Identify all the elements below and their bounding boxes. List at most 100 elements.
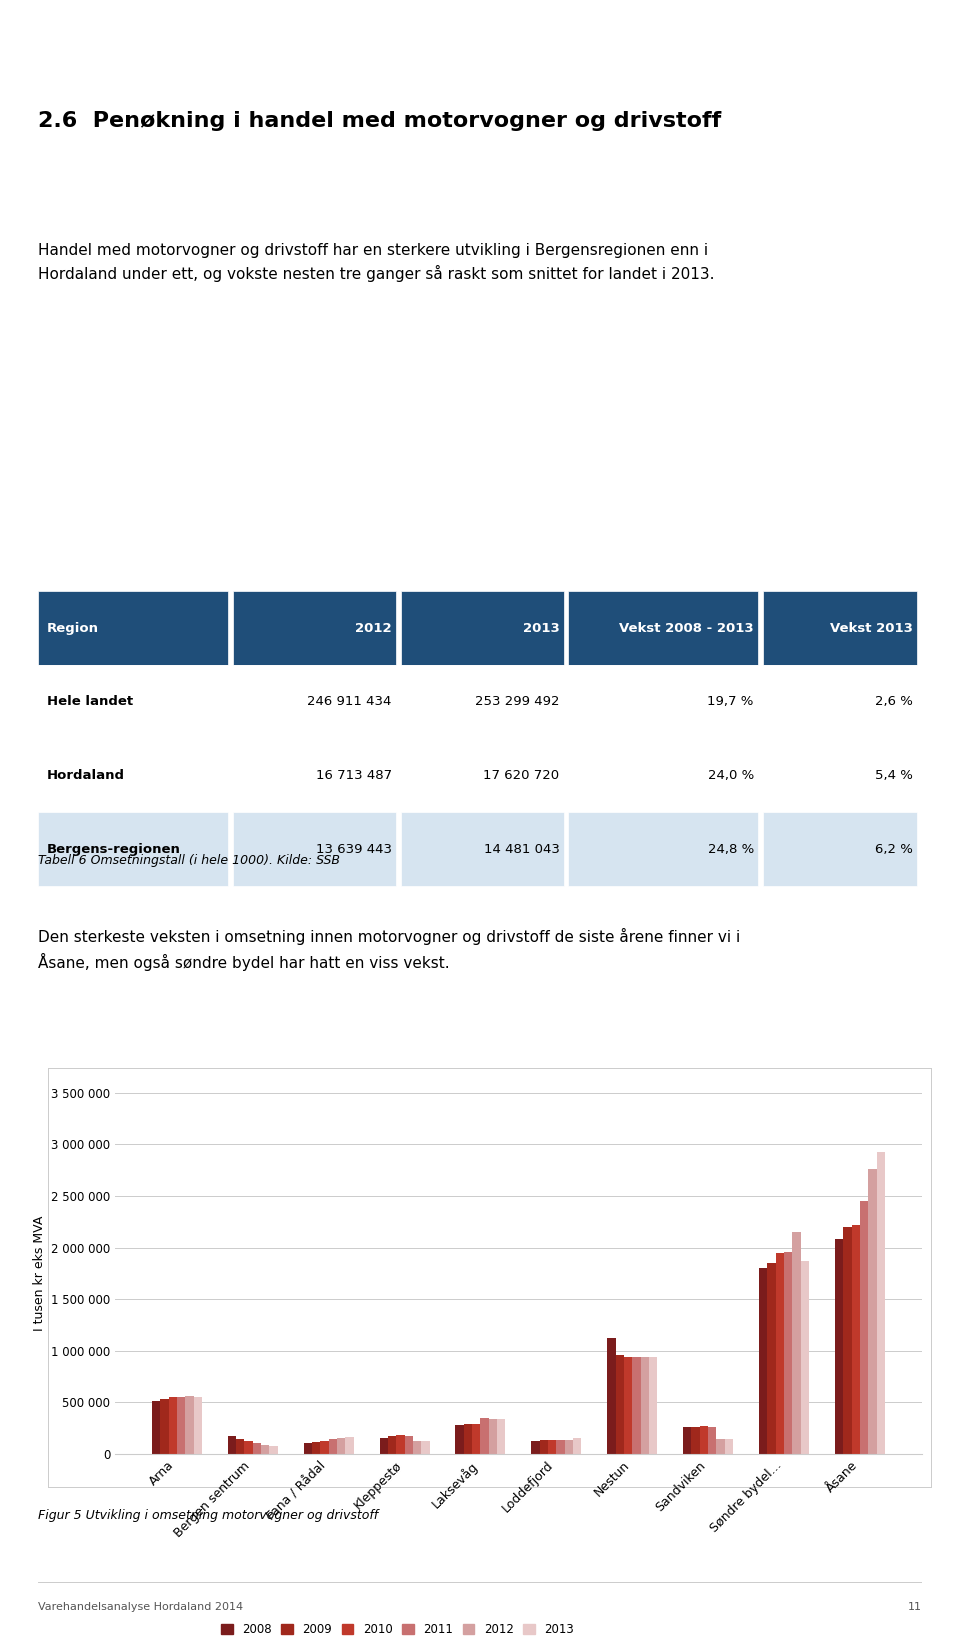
Text: 246 911 434: 246 911 434 xyxy=(307,695,392,708)
Bar xyxy=(497,1420,506,1454)
Bar xyxy=(700,1426,708,1454)
Bar xyxy=(346,1438,353,1454)
Bar xyxy=(843,1227,852,1454)
Text: Den sterkeste veksten i omsetning innen motorvogner og drivstoff de siste årene : Den sterkeste veksten i omsetning innen … xyxy=(38,928,741,971)
FancyBboxPatch shape xyxy=(400,665,564,739)
Text: 253 299 492: 253 299 492 xyxy=(475,695,560,708)
FancyBboxPatch shape xyxy=(400,812,564,886)
Bar xyxy=(716,1439,725,1454)
Bar xyxy=(464,1424,472,1454)
Text: 2,6 %: 2,6 % xyxy=(875,695,913,708)
Bar xyxy=(472,1423,480,1454)
Bar xyxy=(759,1268,767,1454)
Text: 17 620 720: 17 620 720 xyxy=(484,769,560,782)
Bar xyxy=(615,1355,624,1454)
Bar xyxy=(388,1436,396,1454)
FancyBboxPatch shape xyxy=(762,739,917,812)
Bar xyxy=(455,1424,464,1454)
Bar xyxy=(531,1441,540,1454)
Text: 2013: 2013 xyxy=(523,621,560,634)
Text: 5,4 %: 5,4 % xyxy=(875,769,913,782)
Text: Hordaland: Hordaland xyxy=(47,769,125,782)
Bar xyxy=(321,1441,328,1454)
Bar xyxy=(860,1201,868,1454)
Bar xyxy=(396,1436,404,1454)
Bar xyxy=(404,1436,413,1454)
FancyBboxPatch shape xyxy=(38,591,228,665)
Text: Hele landet: Hele landet xyxy=(47,695,133,708)
Bar xyxy=(557,1439,564,1454)
FancyBboxPatch shape xyxy=(568,812,758,886)
Bar xyxy=(852,1224,860,1454)
FancyBboxPatch shape xyxy=(232,665,396,739)
Text: 14 481 043: 14 481 043 xyxy=(484,843,560,856)
Y-axis label: I tusen kr eks MVA: I tusen kr eks MVA xyxy=(33,1216,45,1331)
Bar xyxy=(801,1260,809,1454)
Bar xyxy=(328,1439,337,1454)
FancyBboxPatch shape xyxy=(232,591,396,665)
Text: Handel med motorvogner og drivstoff har en sterkere utvikling i Bergensregionen : Handel med motorvogner og drivstoff har … xyxy=(38,243,715,283)
Bar xyxy=(261,1444,270,1454)
Text: 11: 11 xyxy=(907,1602,922,1612)
Bar xyxy=(548,1439,557,1454)
Text: Vekst 2013: Vekst 2013 xyxy=(829,621,913,634)
Text: SpareBank 1 SR-Bank: SpareBank 1 SR-Bank xyxy=(29,26,248,43)
FancyBboxPatch shape xyxy=(762,812,917,886)
Bar xyxy=(607,1339,615,1454)
Bar xyxy=(540,1439,548,1454)
Bar xyxy=(573,1438,582,1454)
Bar xyxy=(868,1170,876,1454)
Text: 6,2 %: 6,2 % xyxy=(875,843,913,856)
Text: Bergens-regionen: Bergens-regionen xyxy=(47,843,181,856)
Bar xyxy=(245,1441,252,1454)
FancyBboxPatch shape xyxy=(568,665,758,739)
Bar xyxy=(640,1357,649,1454)
FancyBboxPatch shape xyxy=(38,665,228,739)
Bar xyxy=(228,1436,236,1454)
Text: VAREHANDELSRAPPORTEN 2014: VAREHANDELSRAPPORTEN 2014 xyxy=(684,26,931,43)
Text: Varehandelsanalyse Hordaland 2014: Varehandelsanalyse Hordaland 2014 xyxy=(38,1602,244,1612)
Bar xyxy=(185,1395,194,1454)
Bar xyxy=(691,1426,700,1454)
Bar xyxy=(776,1252,784,1454)
Text: 2.6  Penøkning i handel med motorvogner og drivstoff: 2.6 Penøkning i handel med motorvogner o… xyxy=(38,112,722,131)
Text: Tabell 6 Omsetningstall (i hele 1000). Kilde: SSB: Tabell 6 Omsetningstall (i hele 1000). K… xyxy=(38,854,341,868)
Text: 24,8 %: 24,8 % xyxy=(708,843,754,856)
Bar xyxy=(421,1441,430,1454)
Bar xyxy=(480,1418,489,1454)
Bar xyxy=(684,1428,691,1454)
FancyBboxPatch shape xyxy=(568,591,758,665)
Bar xyxy=(624,1357,633,1454)
Bar xyxy=(649,1357,658,1454)
FancyBboxPatch shape xyxy=(762,665,917,739)
Bar xyxy=(379,1438,388,1454)
FancyBboxPatch shape xyxy=(400,591,564,665)
Bar xyxy=(876,1152,885,1454)
Text: Figur 5 Utvikling i omsetning motorvogner og drivstoff: Figur 5 Utvikling i omsetning motorvogne… xyxy=(38,1510,378,1521)
Bar xyxy=(725,1439,733,1454)
Text: 2012: 2012 xyxy=(355,621,392,634)
Bar xyxy=(312,1441,321,1454)
Bar xyxy=(835,1239,843,1454)
Legend: 2008, 2009, 2010, 2011, 2012, 2013: 2008, 2009, 2010, 2011, 2012, 2013 xyxy=(221,1623,574,1636)
Bar xyxy=(152,1401,160,1454)
Bar xyxy=(489,1420,497,1454)
Text: 16 713 487: 16 713 487 xyxy=(316,769,392,782)
FancyBboxPatch shape xyxy=(38,739,228,812)
FancyBboxPatch shape xyxy=(232,739,396,812)
Text: Region: Region xyxy=(47,621,99,634)
FancyBboxPatch shape xyxy=(38,812,228,886)
FancyBboxPatch shape xyxy=(762,591,917,665)
FancyBboxPatch shape xyxy=(568,739,758,812)
Text: 13 639 443: 13 639 443 xyxy=(316,843,392,856)
Bar xyxy=(708,1426,716,1454)
Bar xyxy=(194,1397,202,1454)
Bar xyxy=(792,1232,801,1454)
Bar xyxy=(633,1357,640,1454)
Bar xyxy=(784,1252,792,1454)
FancyBboxPatch shape xyxy=(400,739,564,812)
Text: 24,0 %: 24,0 % xyxy=(708,769,754,782)
Text: 19,7 %: 19,7 % xyxy=(708,695,754,708)
Bar xyxy=(252,1443,261,1454)
Text: Vekst 2008 - 2013: Vekst 2008 - 2013 xyxy=(619,621,754,634)
